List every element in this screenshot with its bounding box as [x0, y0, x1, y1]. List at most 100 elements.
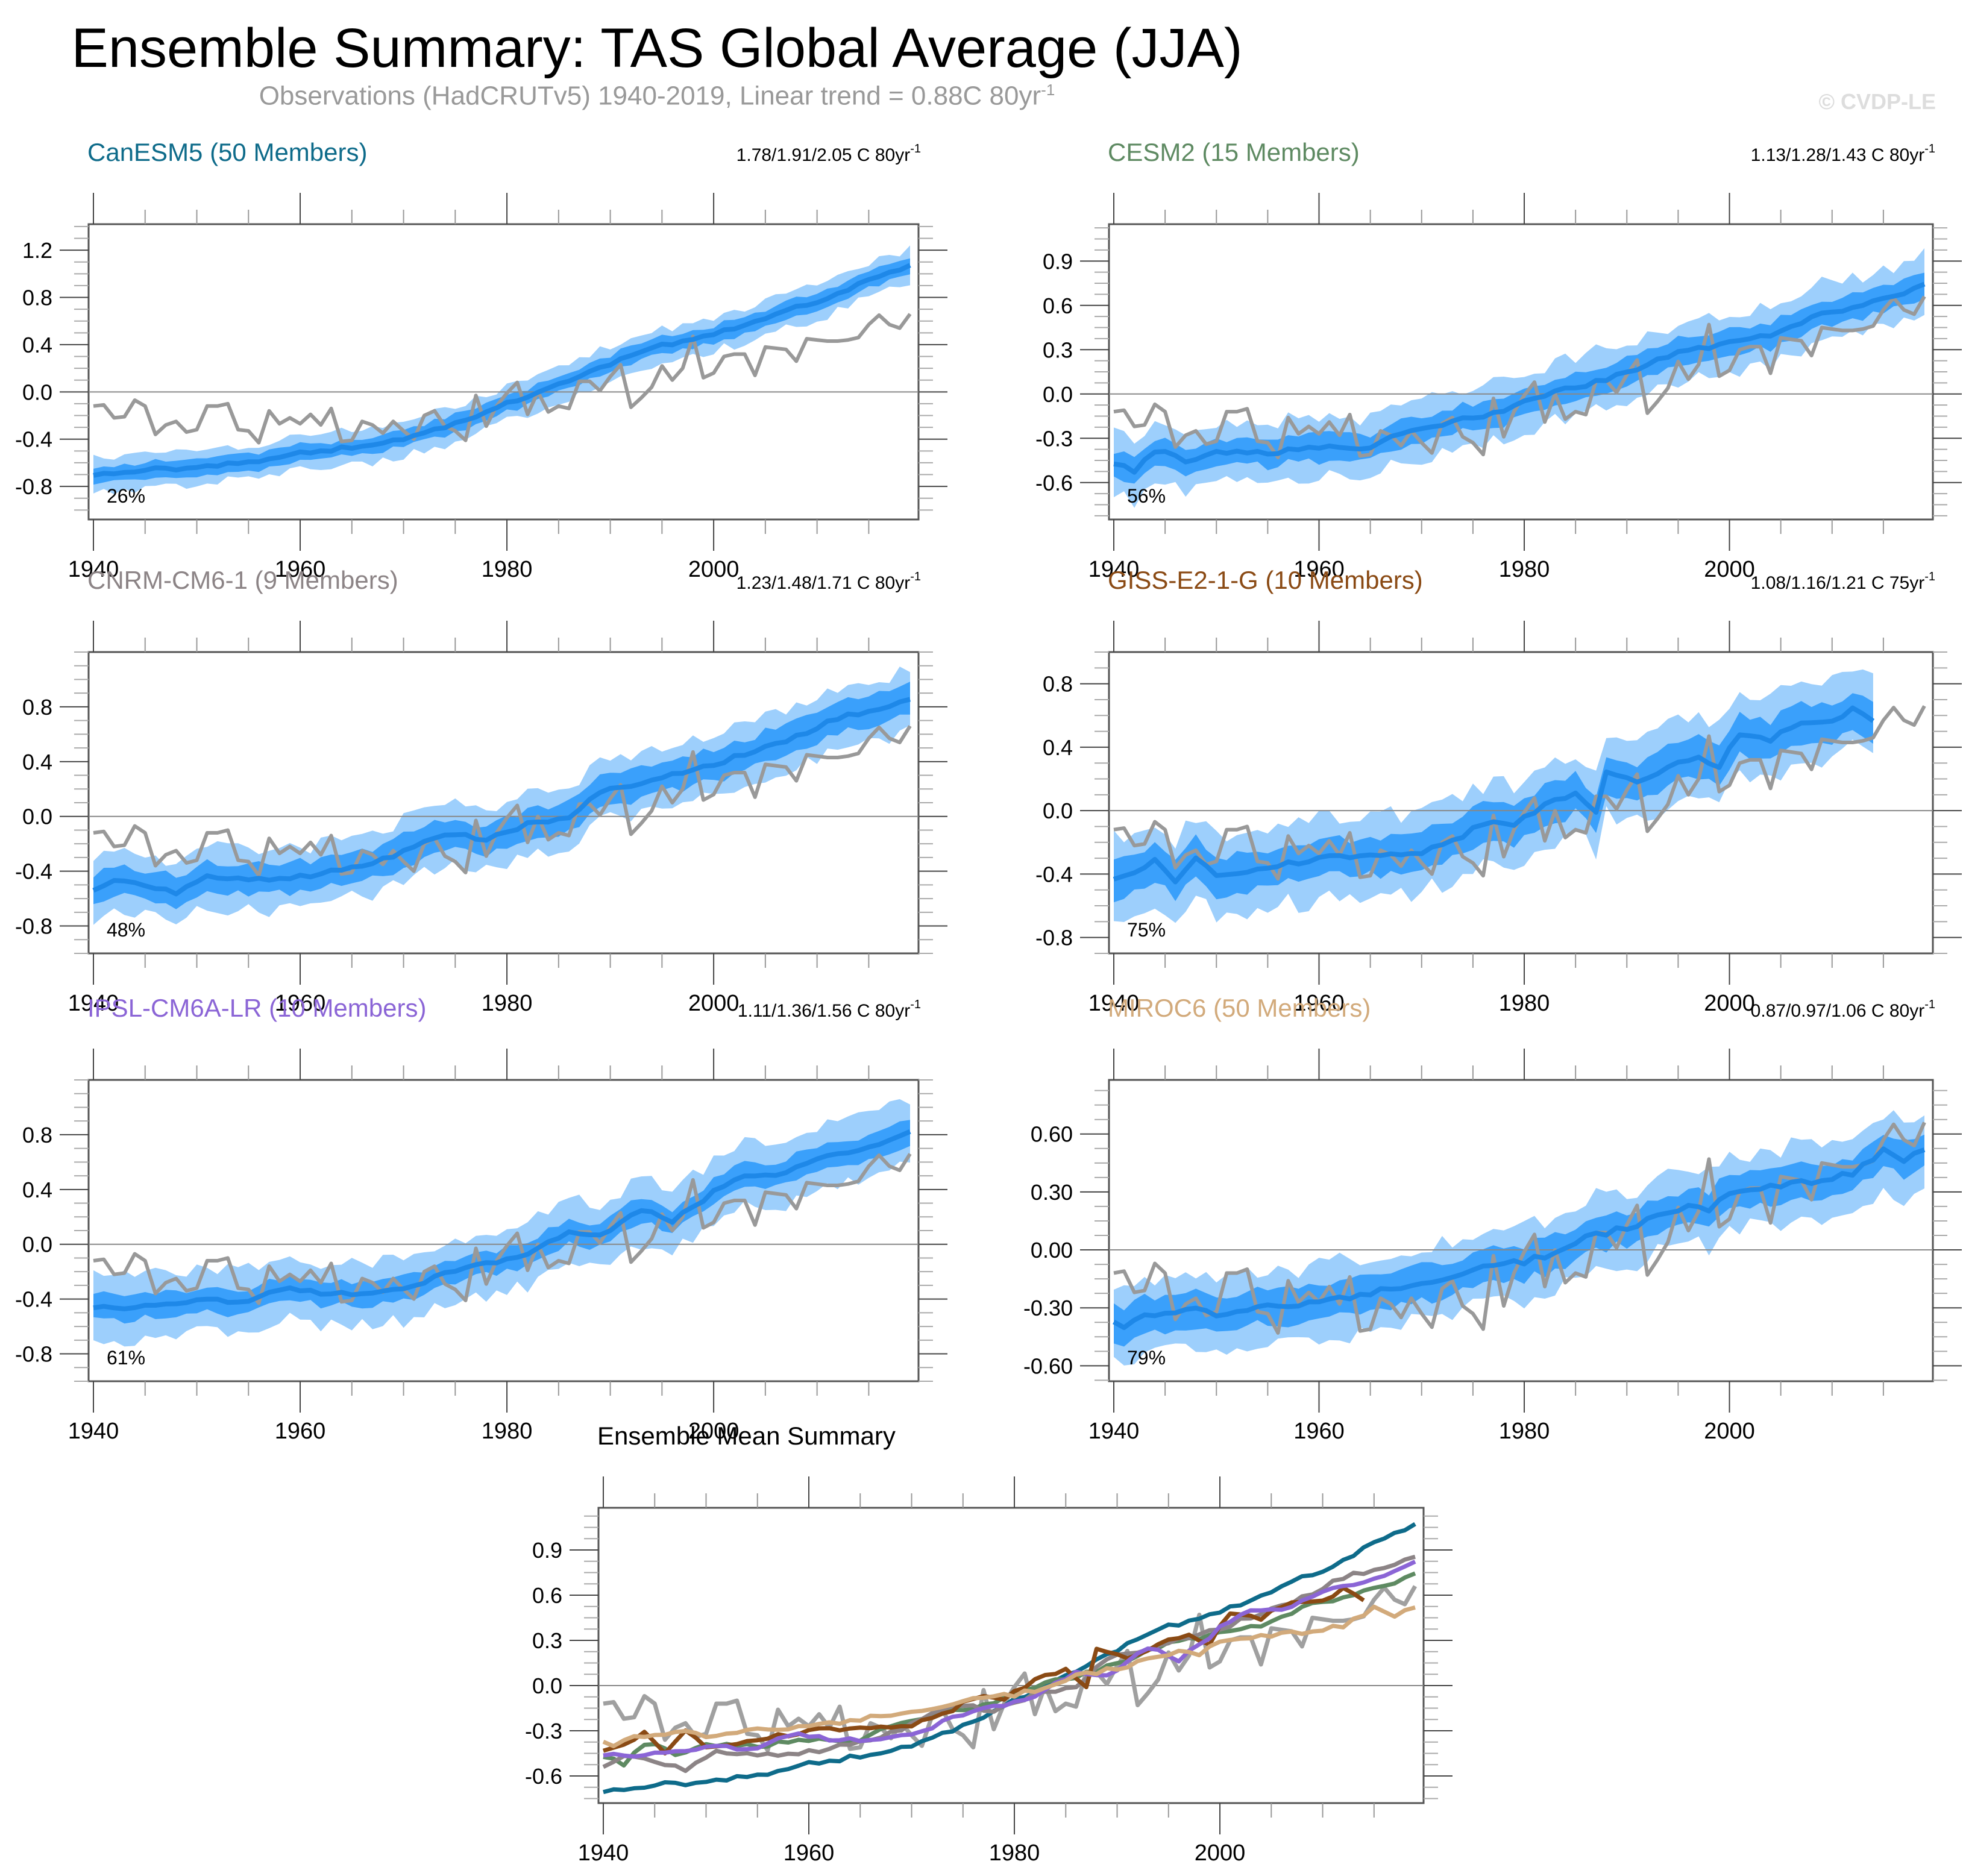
- rank-percentile-label: 75%: [1127, 919, 1166, 941]
- subtitle-text: Observations (HadCRUTv5) 1940-2019, Line…: [259, 81, 1041, 111]
- panel-title: MIROC6 (50 Members): [1108, 994, 1371, 1022]
- y-tick-label: -0.3: [525, 1719, 562, 1743]
- trend-value: 1.13/1.28/1.43 C 80yr: [1751, 145, 1925, 165]
- y-tick-label: 0.0: [22, 805, 52, 829]
- credit-watermark: © CVDP-LE: [1818, 89, 1936, 114]
- x-tick-label: 1980: [482, 557, 533, 582]
- trend-label: 1.78/1.91/2.05 C 80yr-1: [737, 142, 921, 165]
- y-tick-label: 0.8: [22, 695, 52, 720]
- x-tick-label: 1960: [784, 1840, 835, 1866]
- x-tick-label: 1980: [1499, 557, 1550, 582]
- x-tick-label: 1960: [1293, 991, 1345, 1016]
- y-tick-label: 0.0: [22, 1232, 52, 1257]
- plot-frame: [87, 223, 920, 521]
- x-tick-label: 1960: [275, 991, 326, 1016]
- rank-percentile-label: 79%: [1127, 1347, 1166, 1369]
- main-title: Ensemble Summary: TAS Global Average (JJ…: [71, 17, 1243, 79]
- trend-value: 1.11/1.36/1.56 C 80yr: [738, 1001, 910, 1021]
- trend-label: 0.87/0.97/1.06 C 80yr-1: [1751, 998, 1935, 1021]
- summary-line-miroc6: [602, 1604, 1416, 1748]
- panel-title: CESM2 (15 Members): [1108, 138, 1360, 166]
- ensemble-mean-line: [93, 1129, 911, 1311]
- y-tick-label: 0.30: [1031, 1180, 1073, 1205]
- trend-superscript: -1: [1924, 570, 1935, 583]
- ensemble-outer-range-band: [1114, 248, 1924, 508]
- y-tick-label: 0.0: [1043, 798, 1073, 823]
- y-tick-label: -0.4: [15, 859, 52, 884]
- x-tick-label: 1940: [1088, 991, 1140, 1016]
- panel-ipsl-cm6a-lr: IPSL-CM6A-LR (10 Members) 1.11/1.36/1.56 …: [15, 994, 947, 1444]
- y-tick-label: -0.4: [1035, 862, 1073, 886]
- y-tick-label: -0.8: [1035, 926, 1073, 950]
- ensemble-mean-line: [92, 697, 911, 897]
- panel-title: CanESM5 (50 Members): [87, 138, 367, 166]
- x-tick-label: 1940: [68, 991, 119, 1016]
- y-tick-label: -0.8: [15, 474, 52, 499]
- y-tick-label: -0.4: [15, 1287, 52, 1312]
- y-tick-label: 0.6: [1043, 293, 1073, 318]
- x-tick-label: 1960: [275, 557, 326, 582]
- panel-title: GISS-E2-1-G (10 Members): [1108, 566, 1423, 594]
- trend-superscript: -1: [910, 570, 921, 583]
- x-tick-label: 1980: [1499, 1419, 1550, 1444]
- ensemble-mean-line: [1113, 281, 1926, 475]
- ensemble-inner-range-band: [1114, 272, 1924, 484]
- y-tick-label: 0.4: [1043, 735, 1073, 760]
- y-tick-label: -0.6: [1035, 471, 1073, 495]
- y-tick-label: -0.8: [15, 1342, 52, 1367]
- x-tick-label: 1940: [1088, 1419, 1140, 1444]
- trend-superscript: -1: [1924, 142, 1935, 155]
- x-tick-label: 2000: [688, 557, 740, 582]
- observations-line: [93, 1153, 912, 1305]
- x-tick-label: 1960: [275, 1419, 326, 1444]
- trend-label: 1.11/1.36/1.56 C 80yr-1: [738, 998, 921, 1021]
- subtitle: Observations (HadCRUTv5) 1940-2019, Line…: [0, 81, 1314, 111]
- rank-percentile-label: 48%: [107, 919, 145, 941]
- x-tick-label: 2000: [688, 991, 740, 1016]
- ensemble-mean-line: [1113, 705, 1875, 885]
- trend-label: 1.13/1.28/1.43 C 80yr-1: [1751, 142, 1935, 165]
- ensemble-inner-range-band: [1114, 1134, 1924, 1347]
- rank-percentile-label: 26%: [107, 485, 145, 507]
- plot-frame: [1108, 1079, 1934, 1382]
- ensemble-mean-line: [93, 263, 911, 478]
- observations-line: [93, 725, 912, 877]
- y-tick-label: 1.2: [22, 238, 52, 263]
- y-tick-label: 0.9: [1043, 249, 1073, 274]
- x-tick-label: 1940: [68, 557, 119, 582]
- y-tick-label: 0.4: [22, 750, 52, 774]
- y-tick-label: 0.0: [1043, 382, 1073, 407]
- summary-line-ipsl-cm6a-lr: [603, 1560, 1416, 1759]
- y-tick-label: 0.0: [22, 380, 52, 404]
- subtitle-superscript: -1: [1041, 81, 1055, 99]
- trend-superscript: -1: [910, 142, 921, 155]
- panel-cnrm-cm6-1: CNRM-CM6-1 (9 Members) 1.23/1.48/1.71 C 8…: [15, 566, 947, 1016]
- panel-ensemble-mean-summary: Ensemble Mean Summary 1940 1960 1980 2000 -0.…: [525, 1422, 1453, 1866]
- x-tick-label: 1940: [68, 1419, 119, 1444]
- panel-title: CNRM-CM6-1 (9 Members): [87, 566, 398, 594]
- trend-value: 1.08/1.16/1.21 C 75yr: [1751, 573, 1925, 593]
- panel-cesm2: CESM2 (15 Members) 1.13/1.28/1.43 C 80yr-…: [1035, 138, 1962, 582]
- trend-value: 1.23/1.48/1.71 C 80yr: [737, 573, 911, 593]
- summary-line-cnrm-cm6-1: [602, 1554, 1416, 1774]
- y-tick-label: -0.3: [1035, 426, 1073, 451]
- y-tick-label: 0.8: [22, 1123, 52, 1147]
- y-tick-label: 0.3: [1043, 337, 1073, 362]
- panel-giss-e2-1-g: GISS-E2-1-G (10 Members) 1.08/1.16/1.21 C…: [1035, 566, 1962, 1016]
- observations-line: [93, 313, 912, 445]
- plot-frame: [1108, 651, 1934, 955]
- trend-value: 0.87/0.97/1.06 C 80yr: [1751, 1001, 1925, 1021]
- x-tick-label: 1980: [1499, 991, 1550, 1016]
- y-tick-label: 0.8: [1043, 672, 1073, 697]
- y-tick-label: -0.4: [15, 427, 52, 452]
- y-tick-label: 0.6: [532, 1583, 562, 1608]
- trend-label: 1.08/1.16/1.21 C 75yr-1: [1751, 570, 1935, 593]
- trend-label: 1.23/1.48/1.71 C 80yr-1: [737, 570, 921, 593]
- y-tick-label: 0.00: [1031, 1238, 1073, 1263]
- y-tick-label: 0.3: [532, 1628, 562, 1653]
- ensemble-mean-line: [1113, 1146, 1926, 1330]
- panel-title: Ensemble Mean Summary: [597, 1422, 896, 1450]
- y-tick-label: 0.8: [22, 286, 52, 310]
- x-tick-label: 2000: [1704, 557, 1755, 582]
